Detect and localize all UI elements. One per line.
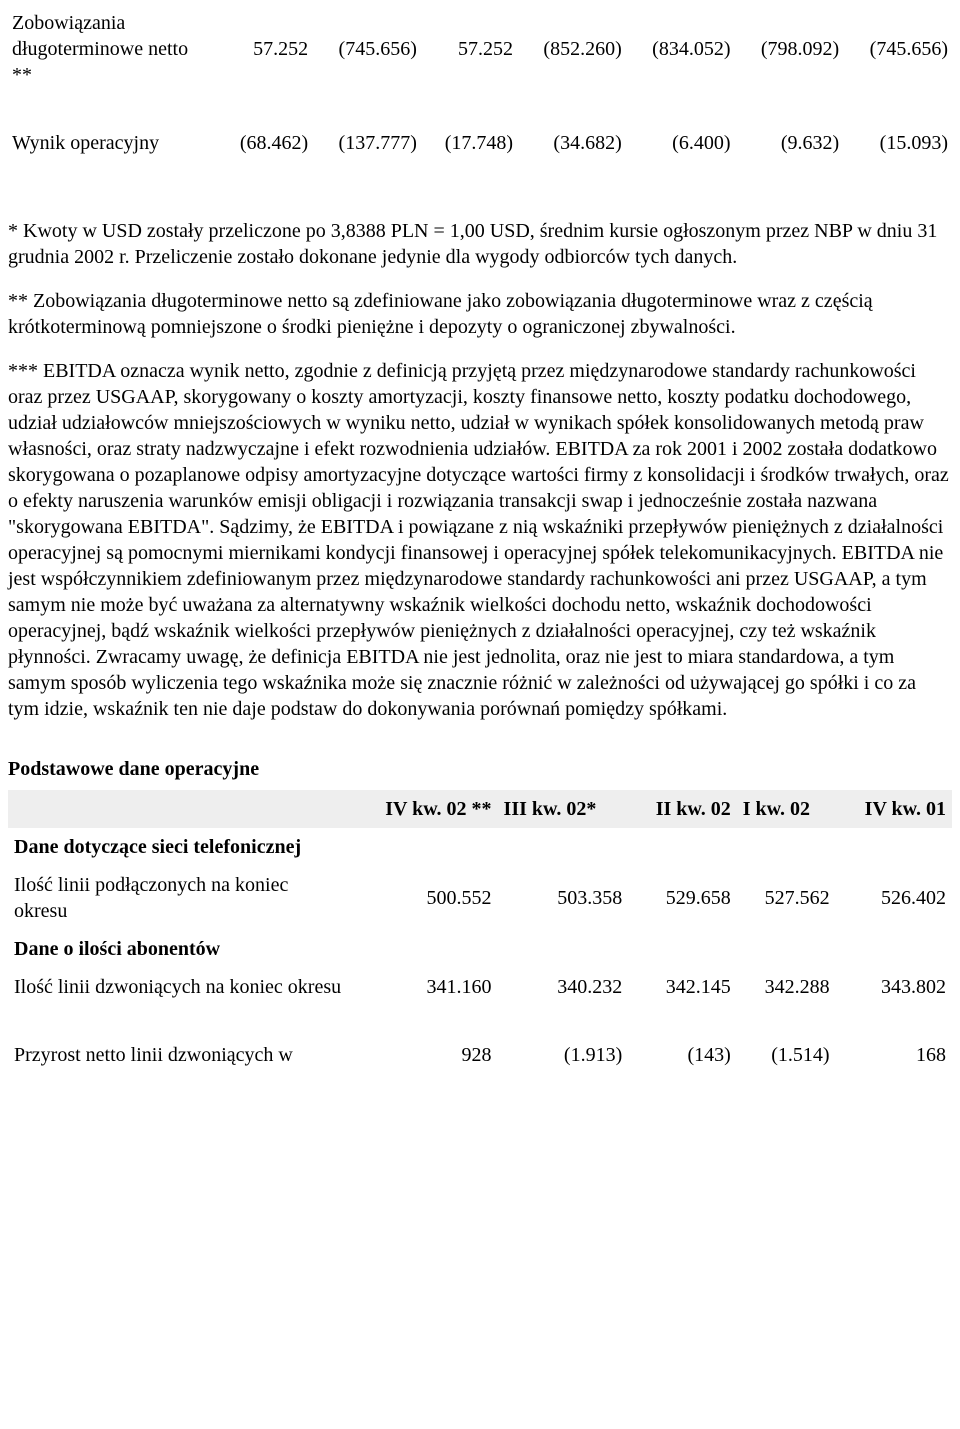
col-header: IV kw. 01	[836, 790, 952, 828]
operating-table: IV kw. 02 ** III kw. 02* II kw. 02 I kw.…	[8, 790, 952, 1074]
cell-value: 503.358	[498, 866, 629, 930]
row-label: Zobowiązania długoterminowe netto **	[8, 8, 216, 100]
cell-value: 500.552	[350, 866, 498, 930]
row-label: Wynik operacyjny	[8, 128, 216, 158]
cell-value: (745.656)	[312, 8, 421, 100]
cell-value: (68.462)	[216, 128, 312, 158]
cell-value: 529.658	[628, 866, 737, 930]
col-header: I kw. 02	[737, 790, 836, 828]
operating-title: Podstawowe dane operacyjne	[8, 756, 952, 782]
cell-value: 343.802	[836, 968, 952, 1006]
section-title: Dane dotyczące sieci telefonicznej	[8, 828, 952, 866]
cell-value: 57.252	[421, 8, 517, 100]
cell-value: (137.777)	[312, 128, 421, 158]
footnote-3: *** EBITDA oznacza wynik netto, zgodnie …	[8, 358, 952, 722]
footnotes: * Kwoty w USD zostały przeliczone po 3,8…	[8, 218, 952, 722]
col-header: II kw. 02	[628, 790, 737, 828]
cell-value: (1.913)	[498, 1036, 629, 1074]
footnote-2: ** Zobowiązania długoterminowe netto są …	[8, 288, 952, 340]
cell-value: (6.400)	[626, 128, 735, 158]
cell-value: (834.052)	[626, 8, 735, 100]
cell-value: (798.092)	[734, 8, 843, 100]
cell-value: (17.748)	[421, 128, 517, 158]
cell-value: 527.562	[737, 866, 836, 930]
cell-value: (9.632)	[734, 128, 843, 158]
cell-value: 168	[836, 1036, 952, 1074]
row-label: Ilość linii dzwoniących na koniec okresu	[8, 968, 350, 1006]
cell-value: (143)	[628, 1036, 737, 1074]
cell-value: (15.093)	[843, 128, 952, 158]
cell-value: 526.402	[836, 866, 952, 930]
row-label: Przyrost netto linii dzwoniących w	[8, 1036, 350, 1074]
cell-value: 341.160	[350, 968, 498, 1006]
cell-value: (852.260)	[517, 8, 626, 100]
footnote-1: * Kwoty w USD zostały przeliczone po 3,8…	[8, 218, 952, 270]
cell-value: 928	[350, 1036, 498, 1074]
section-title: Dane o ilości abonentów	[8, 930, 952, 968]
col-header: IV kw. 02 **	[350, 790, 498, 828]
cell-value: 57.252	[216, 8, 312, 100]
row-label: Ilość linii podłączonych na koniec okres…	[8, 866, 350, 930]
cell-value: 340.232	[498, 968, 629, 1006]
financial-table: Zobowiązania długoterminowe netto ** 57.…	[8, 8, 952, 158]
cell-value: (34.682)	[517, 128, 626, 158]
cell-value: 342.145	[628, 968, 737, 1006]
cell-value: (745.656)	[843, 8, 952, 100]
operating-header-row: IV kw. 02 ** III kw. 02* II kw. 02 I kw.…	[8, 790, 952, 828]
cell-value: 342.288	[737, 968, 836, 1006]
col-header: III kw. 02*	[498, 790, 629, 828]
cell-value: (1.514)	[737, 1036, 836, 1074]
